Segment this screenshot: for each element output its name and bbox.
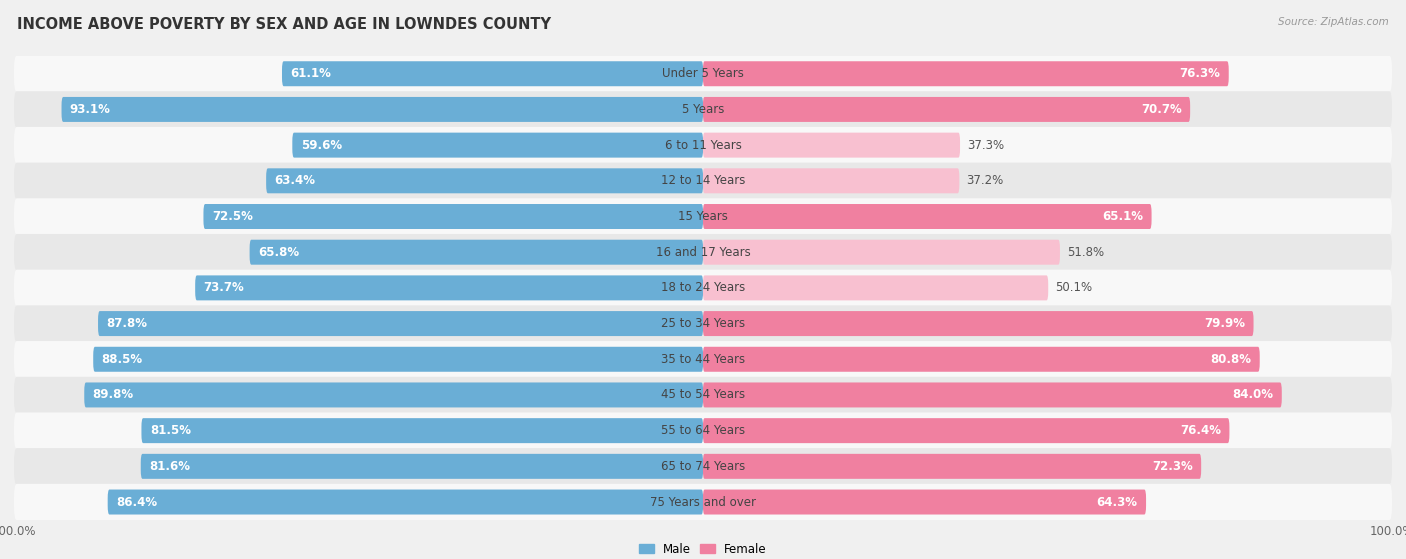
Legend: Male, Female: Male, Female xyxy=(634,538,772,559)
FancyBboxPatch shape xyxy=(14,305,1392,342)
Text: 50.1%: 50.1% xyxy=(1054,281,1092,295)
FancyBboxPatch shape xyxy=(93,347,703,372)
FancyBboxPatch shape xyxy=(142,418,703,443)
FancyBboxPatch shape xyxy=(292,132,703,158)
FancyBboxPatch shape xyxy=(14,269,1392,306)
FancyBboxPatch shape xyxy=(703,490,1146,514)
Text: 5 Years: 5 Years xyxy=(682,103,724,116)
Text: 89.8%: 89.8% xyxy=(93,389,134,401)
Text: Source: ZipAtlas.com: Source: ZipAtlas.com xyxy=(1278,17,1389,27)
Text: 73.7%: 73.7% xyxy=(204,281,245,295)
Text: 79.9%: 79.9% xyxy=(1204,317,1246,330)
FancyBboxPatch shape xyxy=(703,311,1254,336)
Text: 6 to 11 Years: 6 to 11 Years xyxy=(665,139,741,151)
Text: 18 to 24 Years: 18 to 24 Years xyxy=(661,281,745,295)
FancyBboxPatch shape xyxy=(703,347,1260,372)
Text: Under 5 Years: Under 5 Years xyxy=(662,67,744,80)
Text: 93.1%: 93.1% xyxy=(70,103,111,116)
FancyBboxPatch shape xyxy=(14,91,1392,127)
Text: 88.5%: 88.5% xyxy=(101,353,142,366)
FancyBboxPatch shape xyxy=(703,168,959,193)
FancyBboxPatch shape xyxy=(14,341,1392,377)
Text: 16 and 17 Years: 16 and 17 Years xyxy=(655,246,751,259)
Text: 64.3%: 64.3% xyxy=(1097,495,1137,509)
FancyBboxPatch shape xyxy=(703,204,1152,229)
Text: 80.8%: 80.8% xyxy=(1211,353,1251,366)
Text: 76.3%: 76.3% xyxy=(1180,67,1220,80)
Text: 72.5%: 72.5% xyxy=(212,210,253,223)
FancyBboxPatch shape xyxy=(84,382,703,408)
Text: 35 to 44 Years: 35 to 44 Years xyxy=(661,353,745,366)
FancyBboxPatch shape xyxy=(703,454,1201,479)
FancyBboxPatch shape xyxy=(14,127,1392,163)
Text: 65 to 74 Years: 65 to 74 Years xyxy=(661,460,745,473)
Text: 70.7%: 70.7% xyxy=(1142,103,1182,116)
FancyBboxPatch shape xyxy=(703,276,1049,300)
FancyBboxPatch shape xyxy=(141,454,703,479)
Text: 59.6%: 59.6% xyxy=(301,139,342,151)
FancyBboxPatch shape xyxy=(703,382,1282,408)
FancyBboxPatch shape xyxy=(283,61,703,86)
FancyBboxPatch shape xyxy=(14,163,1392,199)
FancyBboxPatch shape xyxy=(14,198,1392,235)
FancyBboxPatch shape xyxy=(703,132,960,158)
Text: 61.1%: 61.1% xyxy=(290,67,332,80)
FancyBboxPatch shape xyxy=(703,240,1060,265)
Text: 45 to 54 Years: 45 to 54 Years xyxy=(661,389,745,401)
FancyBboxPatch shape xyxy=(266,168,703,193)
Text: 37.2%: 37.2% xyxy=(966,174,1004,187)
FancyBboxPatch shape xyxy=(703,61,1229,86)
FancyBboxPatch shape xyxy=(204,204,703,229)
Text: 81.5%: 81.5% xyxy=(150,424,191,437)
Text: 86.4%: 86.4% xyxy=(117,495,157,509)
Text: 37.3%: 37.3% xyxy=(967,139,1004,151)
FancyBboxPatch shape xyxy=(108,490,703,514)
FancyBboxPatch shape xyxy=(703,418,1229,443)
FancyBboxPatch shape xyxy=(250,240,703,265)
FancyBboxPatch shape xyxy=(14,484,1392,520)
FancyBboxPatch shape xyxy=(14,413,1392,449)
FancyBboxPatch shape xyxy=(703,97,1189,122)
FancyBboxPatch shape xyxy=(98,311,703,336)
Text: 72.3%: 72.3% xyxy=(1152,460,1192,473)
FancyBboxPatch shape xyxy=(14,377,1392,413)
Text: 65.1%: 65.1% xyxy=(1102,210,1143,223)
Text: 87.8%: 87.8% xyxy=(107,317,148,330)
Text: 12 to 14 Years: 12 to 14 Years xyxy=(661,174,745,187)
FancyBboxPatch shape xyxy=(195,276,703,300)
Text: 65.8%: 65.8% xyxy=(257,246,299,259)
FancyBboxPatch shape xyxy=(14,448,1392,485)
FancyBboxPatch shape xyxy=(14,234,1392,271)
Text: 81.6%: 81.6% xyxy=(149,460,190,473)
Text: 15 Years: 15 Years xyxy=(678,210,728,223)
Text: 51.8%: 51.8% xyxy=(1067,246,1104,259)
Text: 84.0%: 84.0% xyxy=(1233,389,1274,401)
Text: 25 to 34 Years: 25 to 34 Years xyxy=(661,317,745,330)
Text: 75 Years and over: 75 Years and over xyxy=(650,495,756,509)
Text: 55 to 64 Years: 55 to 64 Years xyxy=(661,424,745,437)
Text: 76.4%: 76.4% xyxy=(1180,424,1220,437)
FancyBboxPatch shape xyxy=(14,55,1392,92)
FancyBboxPatch shape xyxy=(62,97,703,122)
Text: 63.4%: 63.4% xyxy=(274,174,315,187)
Text: INCOME ABOVE POVERTY BY SEX AND AGE IN LOWNDES COUNTY: INCOME ABOVE POVERTY BY SEX AND AGE IN L… xyxy=(17,17,551,32)
